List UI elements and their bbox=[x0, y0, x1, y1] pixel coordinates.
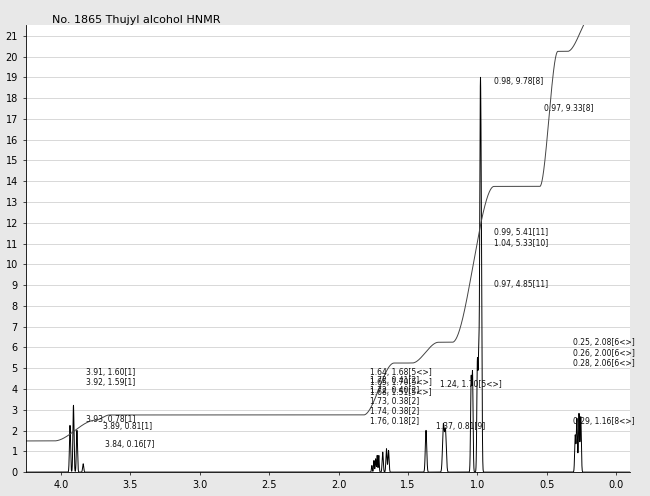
Text: 3.89, 0.81[1]: 3.89, 0.81[1] bbox=[103, 422, 151, 431]
Text: 1.24, 1.70[5<>]: 1.24, 1.70[5<>] bbox=[440, 380, 502, 389]
Text: 0.25, 2.08[6<>]
0.26, 2.00[6<>]
0.28, 2.06[6<>]: 0.25, 2.08[6<>] 0.26, 2.00[6<>] 0.28, 2.… bbox=[573, 338, 635, 368]
Text: 0.98, 9.78[8]: 0.98, 9.78[8] bbox=[494, 77, 543, 86]
Text: 3.91, 1.60[1]
3.92, 1.59[1]: 3.91, 1.60[1] 3.92, 1.59[1] bbox=[86, 368, 135, 387]
Text: 3.93, 0.78[1]: 3.93, 0.78[1] bbox=[86, 415, 135, 424]
Text: 1.37, 0.81[9]: 1.37, 0.81[9] bbox=[436, 422, 485, 431]
Text: 1.72, 0.41[2]
1.72, 0.40[2]
1.73, 0.38[2]
1.74, 0.38[2]
1.76, 0.18[2]: 1.72, 0.41[2] 1.72, 0.40[2] 1.73, 0.38[2… bbox=[370, 376, 420, 427]
Text: 0.29, 1.16[8<>]: 0.29, 1.16[8<>] bbox=[573, 418, 635, 427]
Text: 1.64, 1.68[5<>]
1.65, 1.70[5<>]
1.68, 1.51[5<>]: 1.64, 1.68[5<>] 1.65, 1.70[5<>] 1.68, 1.… bbox=[370, 368, 432, 397]
Text: 0.97, 4.85[11]: 0.97, 4.85[11] bbox=[494, 280, 548, 289]
Text: No. 1865 Thujyl alcohol HNMR: No. 1865 Thujyl alcohol HNMR bbox=[52, 15, 220, 25]
Text: 3.84, 0.16[7]: 3.84, 0.16[7] bbox=[105, 440, 155, 449]
Text: 0.97, 9.33[8]: 0.97, 9.33[8] bbox=[544, 104, 593, 113]
Text: 0.99, 5.41[11]
1.04, 5.33[10]: 0.99, 5.41[11] 1.04, 5.33[10] bbox=[494, 228, 548, 248]
